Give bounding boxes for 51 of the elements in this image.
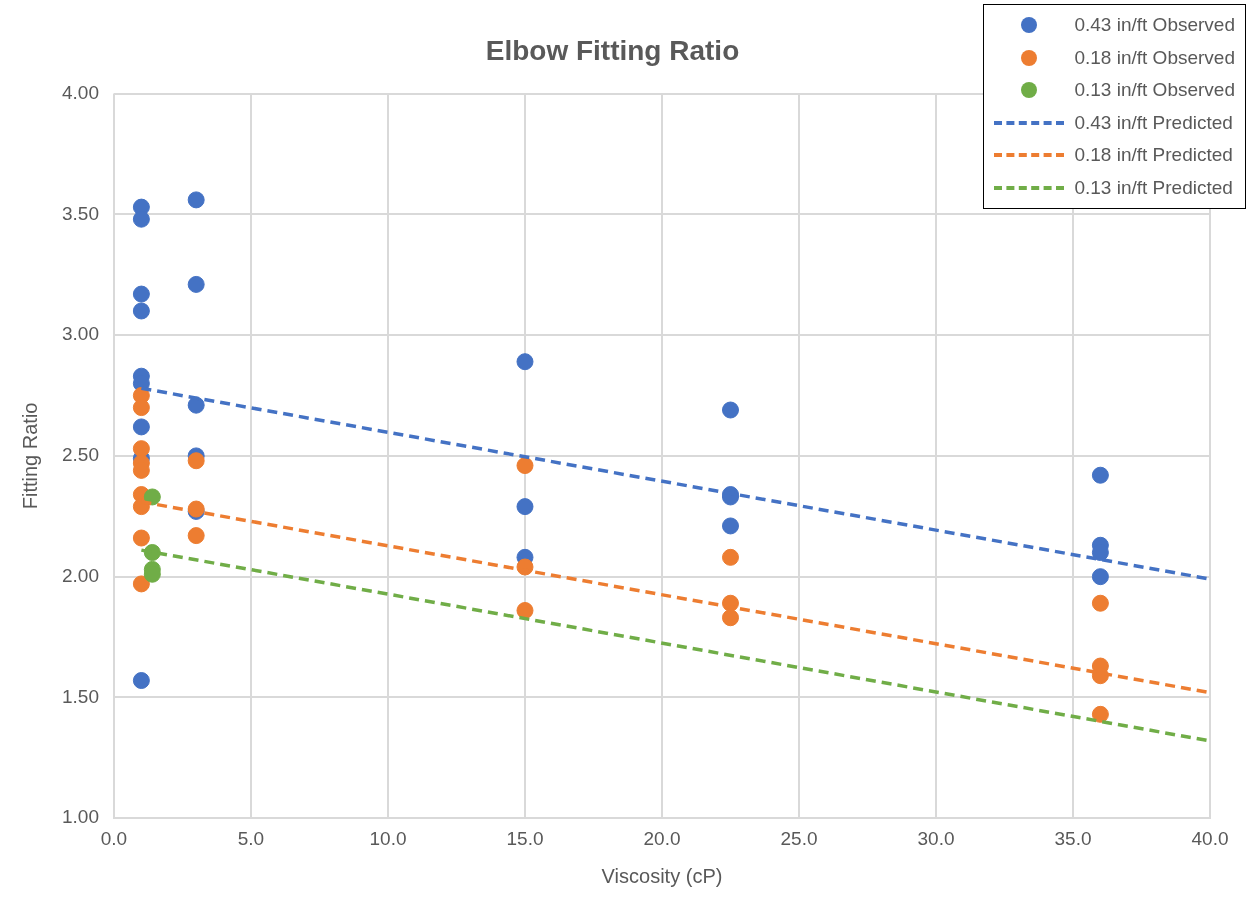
y-tick-label: 2.00 xyxy=(62,564,99,586)
legend-label: 0.13 in/ft Observed xyxy=(1074,79,1235,102)
point xyxy=(516,457,534,475)
point xyxy=(132,285,150,303)
y-tick-label: 3.50 xyxy=(62,202,99,224)
legend-label: 0.43 in/ft Predicted xyxy=(1074,111,1233,134)
point xyxy=(187,452,205,470)
y-tick-label: 4.00 xyxy=(62,81,99,103)
y-axis-title: Fitting Ratio xyxy=(18,402,41,510)
point xyxy=(132,418,150,436)
point xyxy=(132,440,150,458)
point xyxy=(516,498,534,516)
x-tick-label: 40.0 xyxy=(1191,827,1229,849)
point xyxy=(721,548,739,566)
point xyxy=(187,275,205,293)
legend-label: 0.13 in/ft Predicted xyxy=(1074,176,1233,199)
point xyxy=(132,575,150,593)
point xyxy=(187,191,205,209)
x-tick-label: 5.0 xyxy=(237,827,265,849)
point xyxy=(143,488,161,506)
x-tick-label: 30.0 xyxy=(917,827,955,849)
x-tick-label: 15.0 xyxy=(506,827,544,849)
legend-label: 0.18 in/ft Predicted xyxy=(1074,144,1233,167)
x-tick-label: 10.0 xyxy=(369,827,407,849)
point xyxy=(132,672,150,690)
point xyxy=(1091,705,1109,723)
point xyxy=(516,353,534,371)
point xyxy=(1091,594,1109,612)
x-tick-label: 0.0 xyxy=(100,827,128,849)
point xyxy=(132,529,150,547)
point xyxy=(516,601,534,619)
y-tick-label: 3.00 xyxy=(62,323,99,345)
point xyxy=(1091,568,1109,586)
point xyxy=(721,609,739,627)
point xyxy=(132,399,150,417)
point xyxy=(187,396,205,414)
point xyxy=(132,302,150,320)
y-tick-label: 1.50 xyxy=(62,685,99,707)
point xyxy=(721,401,739,419)
x-tick-label: 25.0 xyxy=(780,827,818,849)
y-tick-label: 1.00 xyxy=(62,806,99,828)
legend-label: 0.18 in/ft Observed xyxy=(1074,46,1235,69)
y-tick-label: 2.50 xyxy=(62,444,99,466)
x-tick-label: 20.0 xyxy=(643,827,681,849)
legend-label: 0.43 in/ft Observed xyxy=(1074,14,1235,37)
chart-title: Elbow Fitting Ratio xyxy=(485,34,740,66)
point xyxy=(187,527,205,545)
point xyxy=(721,517,739,535)
x-tick-label: 35.0 xyxy=(1054,827,1092,849)
x-axis-title: Viscosity (cP) xyxy=(601,864,723,887)
point xyxy=(1091,466,1109,484)
